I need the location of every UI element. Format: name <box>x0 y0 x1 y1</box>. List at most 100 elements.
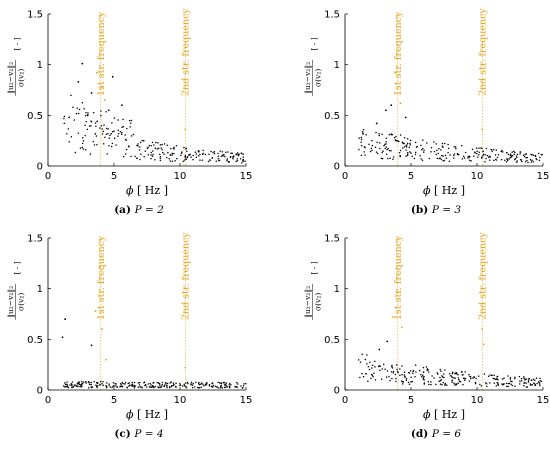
data-point <box>389 157 391 159</box>
data-point <box>442 160 444 162</box>
data-point <box>447 152 449 154</box>
data-point <box>484 382 487 384</box>
x-tick-label: 0 <box>45 395 51 406</box>
second-frequency-label: 2nd str. frequency <box>180 8 191 96</box>
x-tick-label: 10 <box>471 395 484 406</box>
data-point <box>121 381 123 384</box>
data-point <box>113 137 116 139</box>
data-point <box>101 133 104 135</box>
data-point <box>120 383 122 385</box>
data-point <box>420 158 422 160</box>
data-point <box>372 375 374 378</box>
data-point <box>84 149 87 151</box>
y-axis-label: ‖u₂−v₂‖₂ σ(v₂) [ - ] <box>6 37 26 96</box>
data-point <box>195 156 198 159</box>
data-point <box>139 386 141 388</box>
data-point <box>137 386 140 388</box>
data-point <box>161 148 163 151</box>
y-label-unit: [ - ] <box>13 261 22 274</box>
data-point <box>440 378 443 381</box>
data-point <box>437 152 439 155</box>
data-point <box>454 377 456 379</box>
data-point <box>242 160 245 162</box>
data-point <box>100 114 102 117</box>
data-point <box>184 366 187 369</box>
data-point <box>457 373 459 376</box>
data-point <box>136 157 138 160</box>
data-point <box>464 371 467 373</box>
data-point <box>207 160 210 163</box>
data-point <box>534 384 536 387</box>
data-point <box>405 377 408 380</box>
data-point <box>217 152 219 155</box>
data-point <box>106 382 108 384</box>
data-point <box>193 386 196 388</box>
data-point <box>401 383 404 385</box>
data-point <box>540 153 543 156</box>
data-point <box>180 152 183 154</box>
x-tick-label: 0 <box>342 171 348 182</box>
data-point <box>422 378 425 380</box>
data-point <box>190 156 192 158</box>
x-tick-label: 15 <box>240 171 253 182</box>
data-point <box>472 377 474 379</box>
data-point <box>150 151 152 154</box>
data-point <box>366 363 368 365</box>
data-point <box>406 144 408 146</box>
data-point <box>102 142 105 145</box>
panel-caption: (c) P = 4 <box>114 428 163 440</box>
data-point <box>451 376 454 379</box>
data-point <box>232 158 234 160</box>
data-point <box>451 372 454 375</box>
data-point <box>64 318 67 320</box>
data-point <box>532 378 535 381</box>
data-point <box>114 383 116 385</box>
data-point <box>514 385 516 387</box>
data-point <box>151 141 154 144</box>
x-label-var: ϕ <box>126 408 137 421</box>
data-point <box>378 348 381 351</box>
data-point <box>527 380 530 382</box>
data-point <box>236 152 239 154</box>
data-point <box>124 134 126 136</box>
data-point <box>236 158 238 160</box>
data-point <box>445 157 448 159</box>
data-point <box>202 149 204 152</box>
data-point <box>539 379 541 382</box>
data-point <box>85 120 87 123</box>
data-point <box>385 143 387 145</box>
data-point <box>360 154 363 157</box>
data-point <box>96 120 98 123</box>
second-frequency-label: 2nd str. frequency <box>477 8 488 96</box>
data-point <box>367 365 370 368</box>
data-point <box>162 151 164 154</box>
data-point <box>225 382 228 384</box>
data-point <box>83 108 85 110</box>
data-point <box>133 387 136 389</box>
data-point <box>117 135 119 137</box>
data-point <box>149 386 151 388</box>
data-point <box>482 155 484 157</box>
data-point <box>396 44 399 47</box>
y-tick-label: 0.5 <box>324 335 340 346</box>
data-point <box>167 151 169 154</box>
data-point <box>203 384 205 387</box>
data-point <box>398 151 401 154</box>
data-point <box>501 149 503 152</box>
data-point <box>387 147 390 150</box>
data-point <box>223 386 226 389</box>
data-point <box>382 363 385 366</box>
data-point <box>391 367 394 369</box>
data-point <box>529 383 532 385</box>
data-point <box>163 153 165 155</box>
data-point <box>407 381 410 384</box>
data-point <box>376 152 379 155</box>
data-point <box>192 158 194 161</box>
data-point <box>86 114 89 117</box>
data-point <box>506 159 509 162</box>
data-point <box>171 160 174 162</box>
data-point <box>237 154 240 157</box>
data-point <box>396 370 399 373</box>
data-point <box>92 140 95 143</box>
data-point <box>102 130 105 133</box>
